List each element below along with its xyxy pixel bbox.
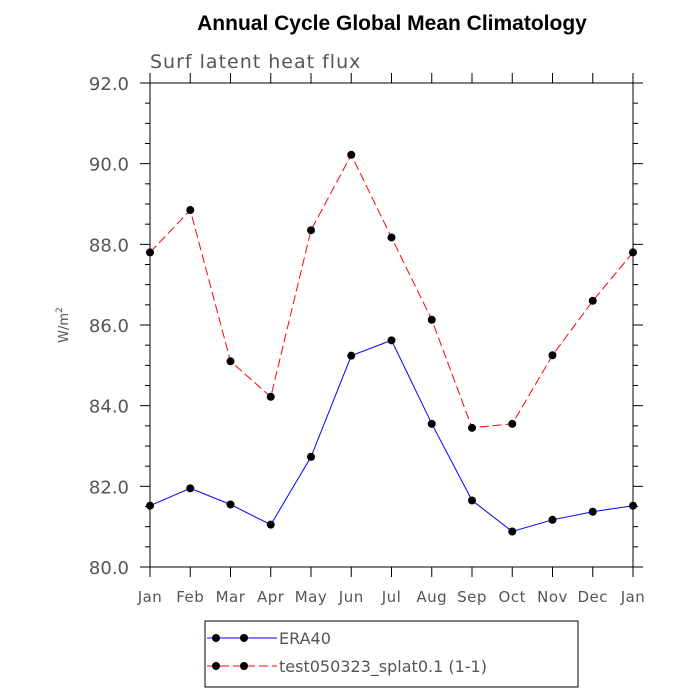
data-point	[468, 423, 476, 432]
legend-label-0: ERA40	[279, 629, 331, 648]
data-point	[508, 527, 517, 536]
chart-subtitle: Surf latent heat flux	[150, 51, 361, 73]
plot-frame	[149, 82, 634, 568]
y-axis-label-superscript: 2	[55, 307, 65, 313]
data-point	[307, 226, 315, 235]
chart-title: Annual Cycle Global Mean Climatology	[197, 12, 587, 35]
legend-label-1: test050323_splat0.1 (1-1)	[279, 657, 487, 677]
data-point	[548, 351, 557, 360]
data-point	[427, 315, 436, 324]
data-point	[548, 515, 557, 524]
legend: ERA40 test050323_splat0.1 (1-1)	[204, 620, 579, 688]
series-line-1	[149, 153, 634, 429]
y-tick-label: 92.0	[89, 74, 129, 95]
x-tick-label: May	[295, 588, 328, 606]
y-axis: 80.0 82.0 84.0 86.0 88.0 90.0 92.0	[89, 74, 643, 579]
data-point	[266, 392, 275, 401]
data-point	[427, 419, 436, 428]
data-point	[588, 296, 597, 305]
y-axis-label: W/m2	[55, 307, 72, 343]
data-point	[629, 501, 637, 510]
data-point	[307, 452, 315, 461]
legend-marker	[212, 634, 220, 642]
y-axis-label-text: W/m	[57, 313, 72, 343]
data-point	[226, 357, 235, 366]
x-tick-label: Jul	[381, 588, 402, 606]
data-point	[266, 520, 275, 529]
data-point	[387, 336, 396, 345]
data-point	[186, 206, 195, 215]
x-tick-label: Dec	[577, 588, 608, 606]
y-tick-label: 88.0	[89, 235, 129, 256]
x-tick-label: Oct	[499, 588, 526, 606]
y-tick-label: 86.0	[89, 316, 129, 337]
data-point	[468, 496, 476, 505]
y-tick-label: 84.0	[89, 397, 129, 418]
legend-marker	[212, 662, 220, 670]
x-tick-label: Aug	[416, 588, 447, 606]
legend-marker	[240, 662, 248, 670]
x-tick-label: Jan	[620, 588, 646, 606]
x-tick-label: Nov	[537, 588, 568, 606]
y-tick-label: 80.0	[89, 558, 129, 579]
y-tick-label: 90.0	[89, 155, 129, 176]
data-point	[588, 507, 597, 516]
x-tick-label: Apr	[257, 588, 285, 606]
x-tick-label: Feb	[176, 588, 204, 606]
series-group	[146, 150, 637, 536]
data-point	[508, 419, 517, 428]
x-tick-label: Sep	[457, 588, 487, 606]
legend-marker	[240, 634, 248, 642]
x-tick-label: Jun	[338, 588, 364, 606]
data-point	[387, 233, 396, 242]
data-point	[186, 484, 195, 493]
x-tick-label: Mar	[216, 588, 246, 606]
series-line-0	[149, 339, 634, 533]
data-point	[146, 501, 154, 510]
data-point	[226, 500, 235, 509]
x-tick-label: Jan	[137, 588, 163, 606]
x-axis: Jan Feb Mar Apr May Jun Jul Aug Sep Oct Nov Dec Jan	[137, 73, 646, 606]
legend-entries: ERA40 test050323_splat0.1 (1-1)	[207, 629, 487, 677]
data-point	[347, 150, 356, 159]
data-point	[629, 248, 637, 257]
y-tick-label: 82.0	[89, 477, 129, 498]
data-point	[146, 248, 154, 257]
legend-box	[204, 620, 579, 688]
data-point	[347, 351, 356, 360]
